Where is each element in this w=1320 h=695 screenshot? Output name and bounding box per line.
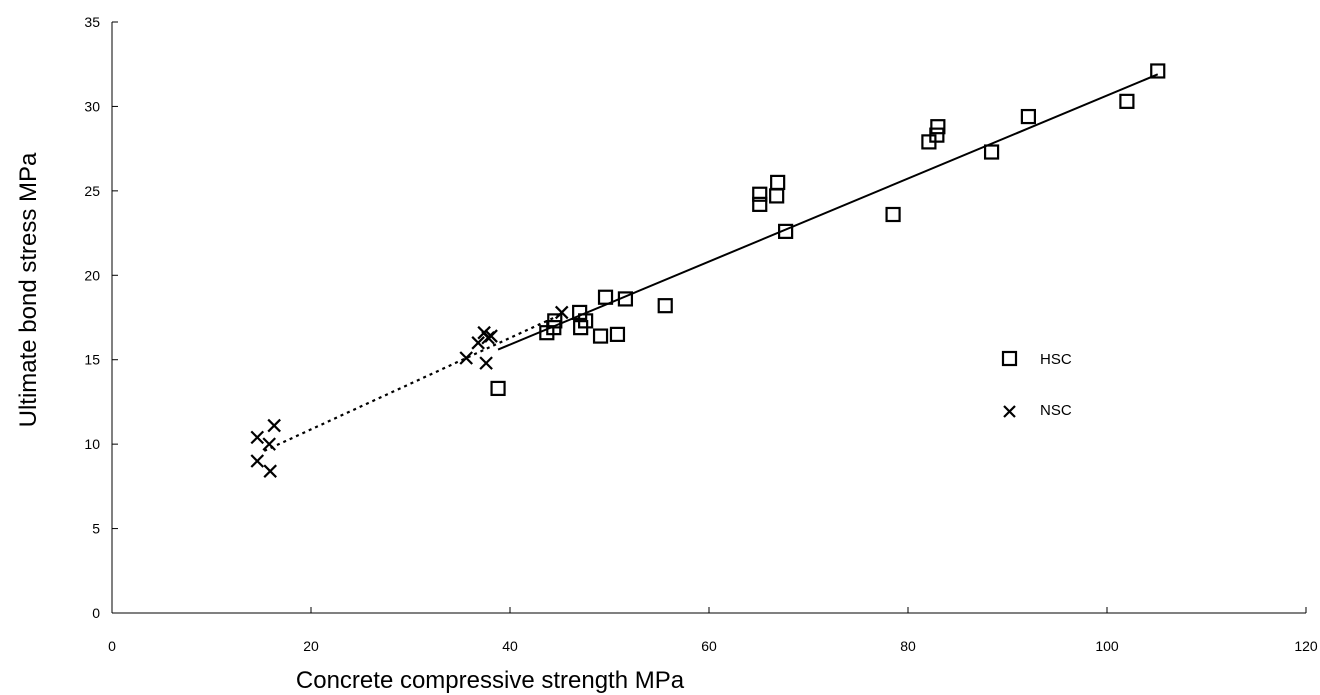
hsc-point xyxy=(752,186,768,202)
nsc-point xyxy=(262,437,276,451)
hsc-point xyxy=(547,313,563,329)
hsc-point xyxy=(1150,63,1166,79)
hsc-point xyxy=(929,127,945,143)
y-tick-label: 35 xyxy=(84,14,100,30)
hsc-point xyxy=(930,119,946,135)
hsc-point xyxy=(1020,108,1036,125)
y-ticks: 0 5 10 15 20 25 30 35 xyxy=(84,14,118,621)
nsc-point xyxy=(263,464,277,478)
y-tick-label: 10 xyxy=(84,436,100,452)
x-tick-label: 20 xyxy=(303,638,319,654)
x-axis-title: Concrete compressive strength MPa xyxy=(296,667,685,694)
legend-nsc-marker xyxy=(1003,405,1016,418)
hsc-point xyxy=(657,298,673,314)
nsc-point xyxy=(471,336,485,350)
y-tick-label: 0 xyxy=(92,605,100,621)
nsc-point xyxy=(459,351,473,365)
y-tick-label: 30 xyxy=(84,98,100,114)
nsc-point xyxy=(479,356,493,370)
hsc-point xyxy=(885,206,901,223)
x-tick-label: 80 xyxy=(900,638,916,654)
y-tick-label: 25 xyxy=(84,183,100,199)
nsc-point xyxy=(267,418,281,433)
legend-hsc-marker xyxy=(1001,350,1018,367)
legend-hsc-label: HSC xyxy=(1040,351,1072,368)
x-tick-label: 0 xyxy=(108,638,116,654)
hsc-point xyxy=(597,289,614,305)
nsc-point xyxy=(554,305,569,320)
x-tick-label: 100 xyxy=(1095,638,1119,654)
hsc-point xyxy=(609,326,626,342)
hsc-point xyxy=(983,144,1000,160)
y-tick-label: 5 xyxy=(92,521,100,537)
nsc-trendline xyxy=(263,313,563,452)
x-tick-label: 60 xyxy=(701,638,717,654)
nsc-point xyxy=(484,329,498,343)
y-axis-title: Ultimate bond stress MPa xyxy=(15,152,42,427)
hsc-point xyxy=(490,380,506,397)
hsc-point xyxy=(592,328,609,344)
nsc-point xyxy=(250,454,265,468)
y-tick-label: 20 xyxy=(84,267,100,283)
nsc-point xyxy=(250,430,265,445)
legend: HSC NSC xyxy=(1001,350,1072,419)
hsc-point xyxy=(769,188,785,204)
x-ticks: 0 20 40 60 80 100 120 xyxy=(108,607,1318,654)
hsc-point xyxy=(770,174,786,191)
x-tick-label: 40 xyxy=(502,638,518,654)
legend-nsc-label: NSC xyxy=(1040,402,1072,419)
axes xyxy=(111,22,1306,614)
hsc-point xyxy=(752,196,768,212)
hsc-point xyxy=(1119,93,1135,109)
hsc-point xyxy=(778,223,794,239)
y-tick-label: 15 xyxy=(84,352,100,368)
hsc-point xyxy=(617,291,634,307)
hsc-trendline xyxy=(497,73,1159,351)
x-tick-label: 120 xyxy=(1294,638,1318,654)
trendlines xyxy=(263,73,1159,452)
markers xyxy=(250,63,1166,478)
hsc-point xyxy=(578,313,594,329)
